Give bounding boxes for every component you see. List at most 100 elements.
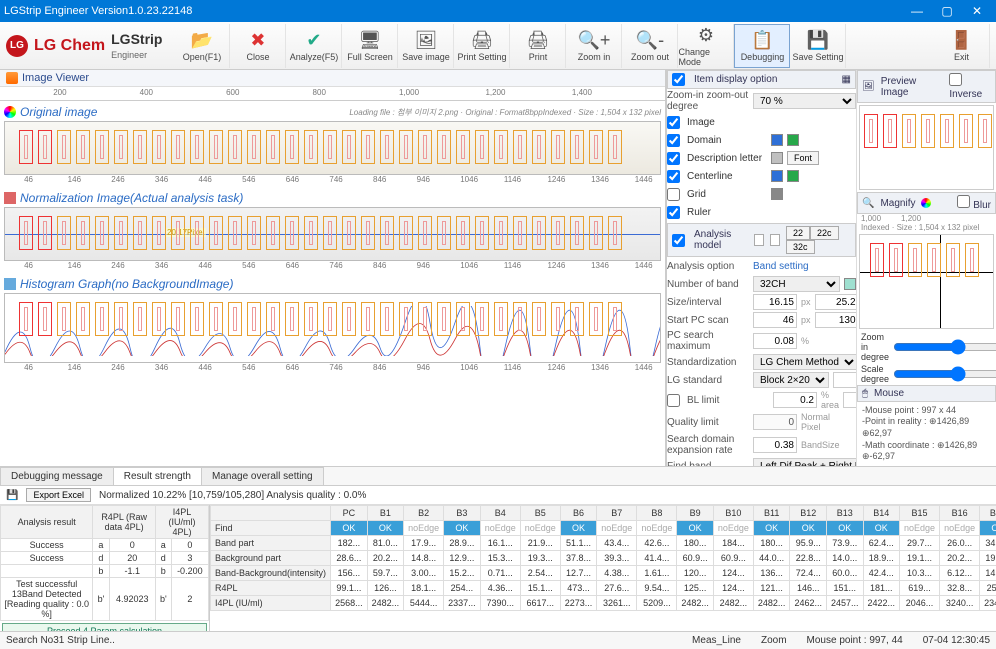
zoom-in-degree-label: Zoom in degree bbox=[861, 332, 889, 362]
ribbon-zoom-in[interactable]: 🔍+Zoom in bbox=[566, 24, 622, 68]
save-result-icon[interactable]: 💾 bbox=[6, 490, 18, 501]
normalized-text: Normalized 10.22% [10,759/105,280] Analy… bbox=[99, 490, 366, 501]
magnify-icon: 🔍 bbox=[862, 198, 874, 209]
display-centerline-check[interactable] bbox=[667, 170, 680, 183]
model-22-button[interactable]: 22 bbox=[786, 226, 810, 240]
norm-icon bbox=[4, 192, 16, 204]
mouse-header: 🖱Mouse bbox=[857, 385, 996, 402]
result-bar: 💾 Export Excel Normalized 10.22% [10,759… bbox=[0, 486, 996, 505]
display-image-check[interactable] bbox=[667, 116, 680, 129]
blur-checkbox[interactable]: Blur bbox=[957, 195, 991, 211]
display-option-toggle[interactable] bbox=[672, 73, 685, 86]
normalization-strip[interactable]: 20.17Pixel bbox=[4, 207, 661, 261]
zoom-degree-label: Zoom-in zoom-out degree bbox=[667, 90, 749, 112]
status-zoom: Zoom bbox=[761, 635, 787, 646]
bottom-panel: Debugging messageResult strengthManage o… bbox=[0, 466, 996, 631]
analysis-option-label: Analysis option bbox=[667, 261, 749, 272]
tab-result-strength[interactable]: Result strength bbox=[113, 467, 202, 485]
mouse-icon: 🖱 bbox=[862, 388, 868, 399]
result-grid: PCB1B2B3B4B5B6B7B8B9B10B11B12B13B14B15B1… bbox=[210, 505, 996, 611]
zoom-degree-select[interactable]: 70 % bbox=[753, 93, 856, 109]
exit-button[interactable]: 🚪Exit bbox=[934, 24, 990, 68]
ribbon-save-setting[interactable]: 💾Save Setting bbox=[790, 24, 846, 68]
axis-original: 4614624634644654664674684694610461146124… bbox=[4, 175, 661, 189]
settings-panel: Item display option ▦ Zoom-in zoom-out d… bbox=[667, 70, 857, 466]
right-column: Item display option ▦ Zoom-in zoom-out d… bbox=[666, 70, 996, 466]
company-name: LG Chem bbox=[34, 37, 105, 55]
loading-text: Loading file : 첨부 이미지 2.png · Original :… bbox=[349, 107, 661, 118]
magnify-view[interactable] bbox=[859, 234, 994, 329]
result-grid-wrap[interactable]: PCB1B2B3B4B5B6B7B8B9B10B11B12B13B14B15B1… bbox=[210, 505, 996, 631]
status-search: Search No31 Strip Line.. bbox=[6, 635, 115, 646]
display-grid-check[interactable] bbox=[667, 188, 680, 201]
display-description-letter-check[interactable] bbox=[667, 152, 680, 165]
image-viewer-header: Image Viewer bbox=[0, 70, 665, 87]
analysis-result-panel: Analysis resultR4PL (Raw data 4PL)I4PL (… bbox=[0, 505, 210, 631]
window-title: LGStrip Engineer Version1.0.23.22148 bbox=[4, 5, 192, 17]
axis-hist: 4614624634644654664674684694610461146124… bbox=[4, 363, 661, 377]
ribbon: LG LG Chem LGStripEngineer 📂Open(F1)✖Clo… bbox=[0, 22, 996, 70]
ribbon-open-f1-[interactable]: 📂Open(F1) bbox=[174, 24, 230, 68]
magnify-size: Indexed · Size : 1,504 x 132 pixel bbox=[857, 223, 996, 232]
mouse-info: -Mouse point : 997 x 44 -Point in realit… bbox=[857, 402, 996, 466]
preview-header: 🖼Preview Image Inverse bbox=[857, 70, 996, 103]
ribbon-full-screen[interactable]: 🖥Full Screen bbox=[342, 24, 398, 68]
zoom-in-slider[interactable] bbox=[893, 342, 996, 352]
lg-logo-icon: LG bbox=[6, 35, 28, 57]
ribbon-zoom-out[interactable]: 🔍-Zoom out bbox=[622, 24, 678, 68]
minimize-button[interactable]: — bbox=[902, 4, 932, 18]
model-32c-button[interactable]: 32c bbox=[786, 240, 815, 254]
tab-manage-overall-setting[interactable]: Manage overall setting bbox=[201, 467, 324, 485]
ribbon-change-mode[interactable]: ⚙Change Mode bbox=[678, 24, 734, 68]
magnify-ruler: 1,0001,200 bbox=[857, 214, 996, 223]
product-name: LGStripEngineer bbox=[111, 32, 162, 60]
close-window-button[interactable]: ✕ bbox=[962, 4, 992, 18]
display-domain-check[interactable] bbox=[667, 134, 680, 147]
ribbon-debugging[interactable]: 📋Debugging bbox=[734, 24, 790, 68]
logo-area: LG LG Chem LGStripEngineer bbox=[6, 32, 162, 60]
ribbon-save-image[interactable]: 🖼Save image bbox=[398, 24, 454, 68]
status-time: 07-04 12:30:45 bbox=[923, 635, 990, 646]
image-area: Original image Loading file : 첨부 이미지 2.p… bbox=[0, 101, 665, 466]
ribbon-close[interactable]: ✖Close bbox=[230, 24, 286, 68]
statusbar: Search No31 Strip Line.. Meas_Line Zoom … bbox=[0, 631, 996, 649]
status-mouse: Mouse point : 997, 44 bbox=[807, 635, 903, 646]
histogram-strip[interactable] bbox=[4, 293, 661, 363]
ribbon-print[interactable]: 🖨Print bbox=[510, 24, 566, 68]
tab-debugging-message[interactable]: Debugging message bbox=[0, 467, 114, 485]
ribbon-print-setting[interactable]: 🖨Print Setting bbox=[454, 24, 510, 68]
display-ruler-check[interactable] bbox=[667, 206, 680, 219]
color-wheel-icon bbox=[4, 106, 16, 118]
scale-slider[interactable] bbox=[893, 369, 996, 379]
preview-icon: 🖼 bbox=[862, 81, 875, 92]
display-opt-icon[interactable]: ▦ bbox=[842, 74, 851, 85]
analysis-option-value: Band setting bbox=[753, 261, 809, 272]
color-wheel-icon[interactable] bbox=[921, 198, 931, 208]
model-22c-button[interactable]: 22c bbox=[810, 226, 839, 240]
analysis-model-header: Analysis model 2222c32c bbox=[667, 223, 856, 257]
main-content: Image Viewer 2004006008001,0001,2001,400… bbox=[0, 70, 996, 466]
histogram-title: Histogram Graph(no BackgroundImage) bbox=[4, 275, 661, 293]
model-ico1[interactable] bbox=[754, 234, 764, 246]
analysis-result-table: Analysis resultR4PL (Raw data 4PL)I4PL (… bbox=[0, 505, 209, 621]
image-viewer-icon bbox=[6, 72, 18, 84]
proceed-button[interactable]: Proceed 4 Param calculation bbox=[2, 623, 207, 631]
export-excel-button[interactable]: Export Excel bbox=[26, 488, 91, 502]
preview-image[interactable] bbox=[859, 105, 994, 190]
analysis-model-toggle[interactable] bbox=[672, 234, 685, 247]
inverse-checkbox[interactable]: Inverse bbox=[949, 73, 991, 100]
font-button[interactable]: Font bbox=[787, 151, 819, 165]
model-ico2[interactable] bbox=[770, 234, 780, 246]
ribbon-analyze-f5-[interactable]: ✔Analyze(F5) bbox=[286, 24, 342, 68]
titlebar: LGStrip Engineer Version1.0.23.22148 — ▢… bbox=[0, 0, 996, 22]
hist-icon bbox=[4, 278, 16, 290]
maximize-button[interactable]: ▢ bbox=[932, 4, 962, 18]
preview-column: 🖼Preview Image Inverse 🔍Magnify Blur 1,0… bbox=[857, 70, 996, 466]
top-ruler: 2004006008001,0001,2001,400 bbox=[0, 87, 665, 101]
bottom-tabs: Debugging messageResult strengthManage o… bbox=[0, 467, 996, 486]
normalization-title: Normalization Image(Actual analysis task… bbox=[4, 189, 661, 207]
left-column: Image Viewer 2004006008001,0001,2001,400… bbox=[0, 70, 666, 466]
image-viewer-title: Image Viewer bbox=[22, 72, 89, 84]
original-strip[interactable] bbox=[4, 121, 661, 175]
axis-norm: 4614624634644654664674684694610461146124… bbox=[4, 261, 661, 275]
